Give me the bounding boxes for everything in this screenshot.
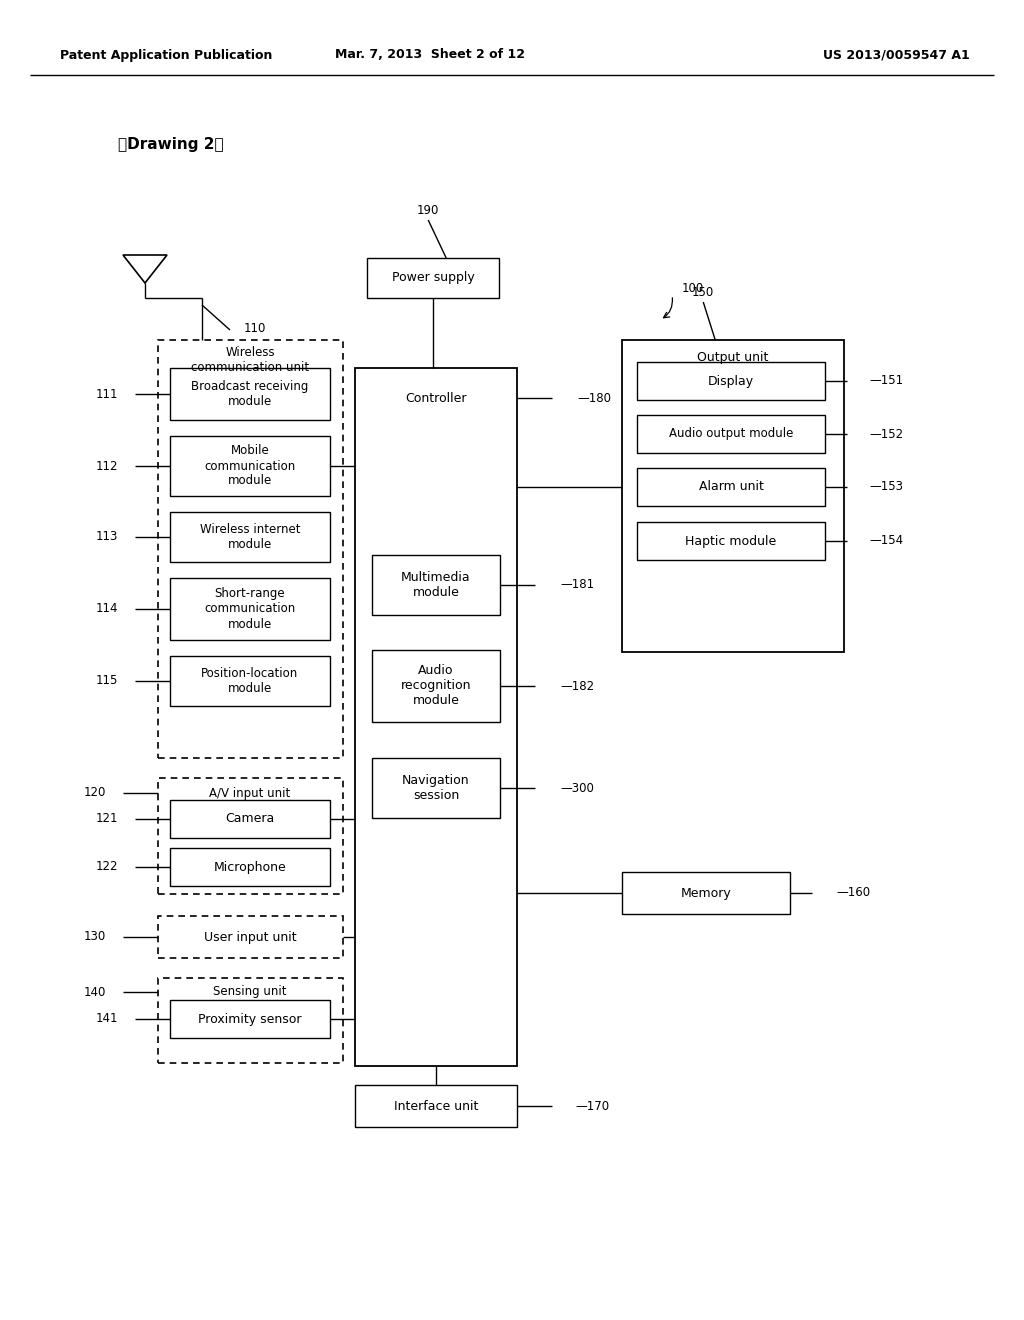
- Text: —160: —160: [836, 887, 870, 899]
- Text: Wireless
communication unit: Wireless communication unit: [190, 346, 309, 374]
- Bar: [158, 777, 343, 894]
- Text: —170: —170: [575, 1100, 609, 1113]
- Text: Camera: Camera: [225, 813, 274, 825]
- Text: 110: 110: [244, 322, 266, 334]
- Text: 120: 120: [84, 787, 106, 800]
- Text: Audio
recognition
module: Audio recognition module: [400, 664, 471, 708]
- Bar: [170, 1001, 330, 1038]
- Bar: [170, 847, 330, 886]
- Text: Mar. 7, 2013  Sheet 2 of 12: Mar. 7, 2013 Sheet 2 of 12: [335, 49, 525, 62]
- Text: 141: 141: [95, 1012, 118, 1026]
- Text: Output unit: Output unit: [697, 351, 769, 364]
- Bar: [637, 414, 825, 453]
- Text: Patent Application Publication: Patent Application Publication: [60, 49, 272, 62]
- Text: —181: —181: [560, 578, 594, 591]
- Text: Memory: Memory: [681, 887, 731, 899]
- Text: 122: 122: [95, 861, 118, 874]
- Text: 130: 130: [84, 931, 106, 944]
- Text: Mobile
communication
module: Mobile communication module: [205, 445, 296, 487]
- Bar: [170, 800, 330, 838]
- Bar: [622, 873, 790, 913]
- Bar: [170, 368, 330, 420]
- Text: User input unit: User input unit: [204, 931, 297, 944]
- Bar: [637, 469, 825, 506]
- Bar: [372, 649, 500, 722]
- Text: —153: —153: [869, 480, 903, 494]
- Text: 111: 111: [95, 388, 118, 400]
- Text: Broadcast receiving
module: Broadcast receiving module: [191, 380, 308, 408]
- Text: Power supply: Power supply: [391, 272, 474, 285]
- Bar: [158, 978, 343, 1063]
- Bar: [158, 341, 343, 758]
- Text: Microphone: Microphone: [214, 861, 287, 874]
- Text: 113: 113: [95, 531, 118, 544]
- Text: 100: 100: [682, 281, 705, 294]
- Text: —152: —152: [869, 428, 903, 441]
- Text: Controller: Controller: [406, 392, 467, 404]
- Text: Sensing unit: Sensing unit: [213, 986, 287, 998]
- Text: —180: —180: [577, 392, 611, 404]
- Bar: [170, 436, 330, 496]
- Text: Display: Display: [708, 375, 754, 388]
- Bar: [637, 521, 825, 560]
- Text: Position-location
module: Position-location module: [202, 667, 299, 696]
- Bar: [372, 554, 500, 615]
- Text: A/V input unit: A/V input unit: [209, 787, 291, 800]
- Text: 150: 150: [692, 285, 715, 298]
- Text: 140: 140: [84, 986, 106, 998]
- Bar: [355, 368, 517, 1067]
- Bar: [158, 916, 343, 958]
- Bar: [170, 512, 330, 562]
- Text: —151: —151: [869, 375, 903, 388]
- Bar: [355, 1085, 517, 1127]
- Text: 【Drawing 2】: 【Drawing 2】: [118, 137, 223, 153]
- Text: 190: 190: [417, 203, 439, 216]
- Text: —182: —182: [560, 680, 594, 693]
- Text: Navigation
session: Navigation session: [402, 774, 470, 803]
- Text: Proximity sensor: Proximity sensor: [199, 1012, 302, 1026]
- Bar: [372, 758, 500, 818]
- Text: 115: 115: [95, 675, 118, 688]
- Text: US 2013/0059547 A1: US 2013/0059547 A1: [823, 49, 970, 62]
- Bar: [367, 257, 499, 298]
- Text: Wireless internet
module: Wireless internet module: [200, 523, 300, 550]
- Text: Interface unit: Interface unit: [394, 1100, 478, 1113]
- Text: Short-range
communication
module: Short-range communication module: [205, 587, 296, 631]
- Text: 114: 114: [95, 602, 118, 615]
- Text: Multimedia
module: Multimedia module: [401, 572, 471, 599]
- Text: 121: 121: [95, 813, 118, 825]
- Text: Audio output module: Audio output module: [669, 428, 794, 441]
- Text: 112: 112: [95, 459, 118, 473]
- Text: Alarm unit: Alarm unit: [698, 480, 764, 494]
- Bar: [170, 656, 330, 706]
- Text: —154: —154: [869, 535, 903, 548]
- Bar: [622, 341, 844, 652]
- Text: Haptic module: Haptic module: [685, 535, 776, 548]
- Bar: [170, 578, 330, 640]
- Text: —300: —300: [560, 781, 594, 795]
- Bar: [637, 362, 825, 400]
